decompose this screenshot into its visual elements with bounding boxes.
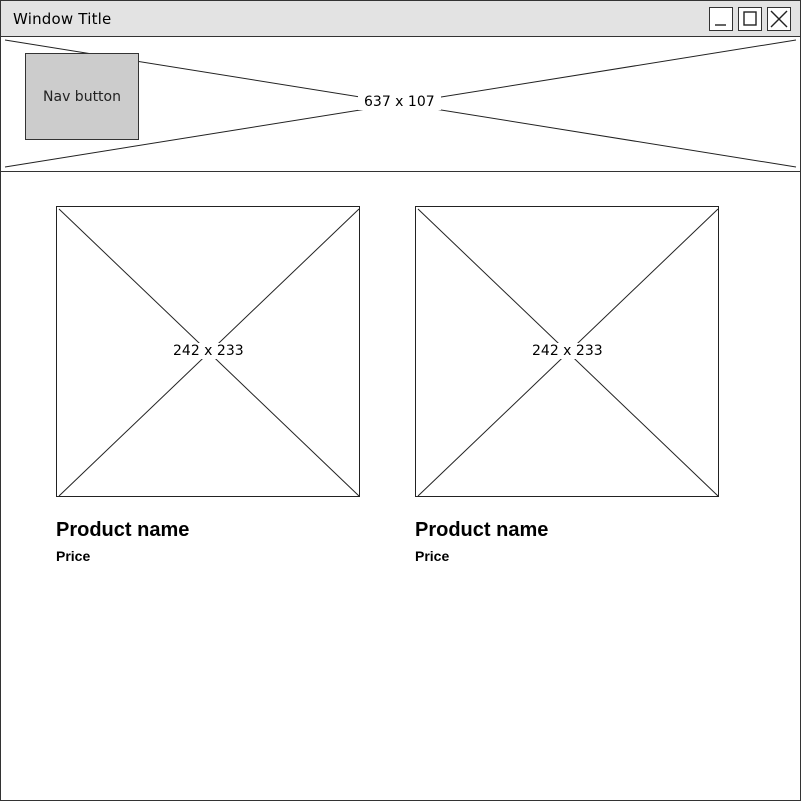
product-name[interactable]: Product name (56, 519, 190, 541)
window-title: Window Title (13, 10, 112, 28)
product-card[interactable]: 242 x 233 Product name Price (56, 206, 360, 565)
product-price: Price (415, 548, 450, 564)
close-icon (770, 10, 788, 28)
product-price: Price (56, 548, 91, 564)
minimize-button[interactable] (709, 7, 733, 31)
product-image-placeholder[interactable]: 242 x 233 (415, 206, 719, 497)
minimize-icon (715, 24, 726, 26)
header-placeholder-label: 637 x 107 (358, 94, 441, 110)
maximize-button[interactable] (738, 7, 762, 31)
nav-button[interactable]: Nav button (25, 53, 139, 140)
product-image-placeholder[interactable]: 242 x 233 (56, 206, 360, 497)
product-card[interactable]: 242 x 233 Product name Price (415, 206, 719, 565)
product-image-label: 242 x 233 (526, 343, 609, 359)
maximize-icon (743, 11, 757, 26)
product-image-label: 242 x 233 (167, 343, 250, 359)
title-bar[interactable]: Window Title (1, 1, 800, 37)
product-name[interactable]: Product name (415, 519, 549, 541)
close-button[interactable] (767, 7, 791, 31)
